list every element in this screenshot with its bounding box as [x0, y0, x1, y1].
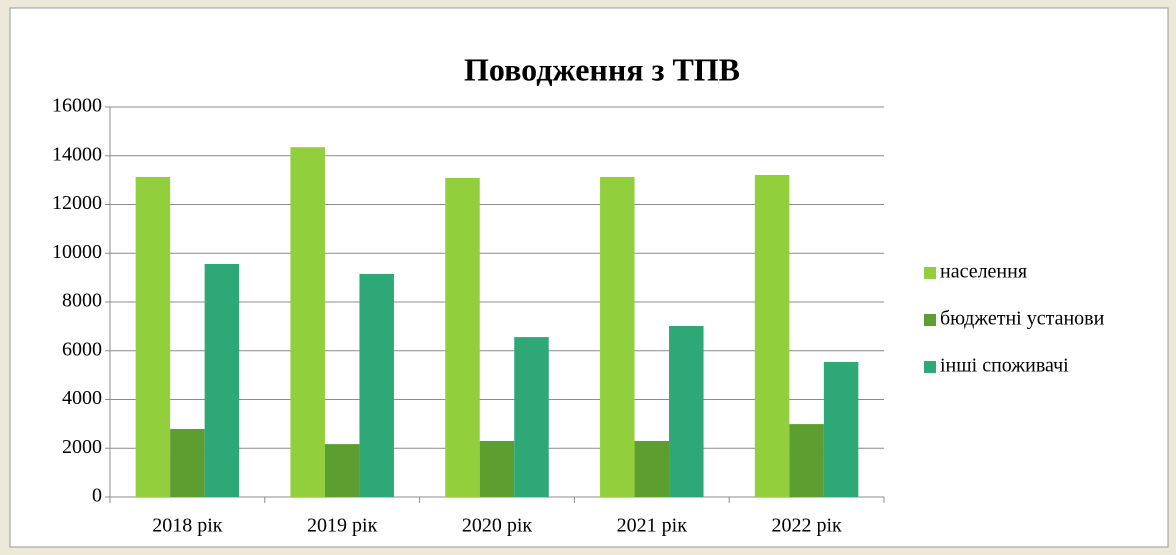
- y-tick-label: 0: [92, 485, 102, 507]
- legend-label: бюджетні установи: [940, 308, 1105, 330]
- bar: [634, 440, 670, 497]
- y-tick-label: 16000: [52, 95, 102, 117]
- y-tick-label: 4000: [62, 387, 102, 409]
- bar: [479, 440, 515, 497]
- chart-title: Поводження з ТПВ: [464, 51, 740, 87]
- bar: [290, 147, 325, 497]
- bar: [600, 176, 635, 498]
- x-tick-label: 2018 рік: [152, 515, 223, 537]
- bar: [135, 176, 171, 498]
- y-tick-label: 6000: [62, 338, 102, 360]
- bar: [754, 175, 790, 497]
- legend-label: інші споживачі: [940, 355, 1069, 377]
- y-tick-label: 8000: [62, 290, 102, 312]
- legend-swatch: [924, 361, 936, 373]
- bar: [359, 273, 394, 497]
- x-tick-label: 2021 рік: [617, 515, 688, 537]
- y-tick-label: 14000: [52, 143, 102, 165]
- bar: [170, 428, 205, 497]
- bar: [204, 263, 240, 497]
- bar: [669, 326, 704, 497]
- y-tick-label: 10000: [52, 241, 102, 263]
- legend-label: населення: [940, 261, 1027, 283]
- bar: [445, 177, 480, 497]
- y-tick-label: 2000: [62, 436, 102, 458]
- bar: [324, 444, 360, 497]
- bar: [789, 424, 824, 497]
- x-tick-label: 2019 рік: [307, 515, 378, 537]
- legend-swatch: [924, 314, 936, 326]
- bar: [514, 337, 549, 497]
- bar: [823, 361, 859, 497]
- x-tick-label: 2020 рік: [462, 515, 533, 537]
- x-tick-label: 2022 рік: [771, 515, 842, 537]
- legend-swatch: [924, 267, 936, 279]
- y-tick-label: 12000: [52, 192, 102, 214]
